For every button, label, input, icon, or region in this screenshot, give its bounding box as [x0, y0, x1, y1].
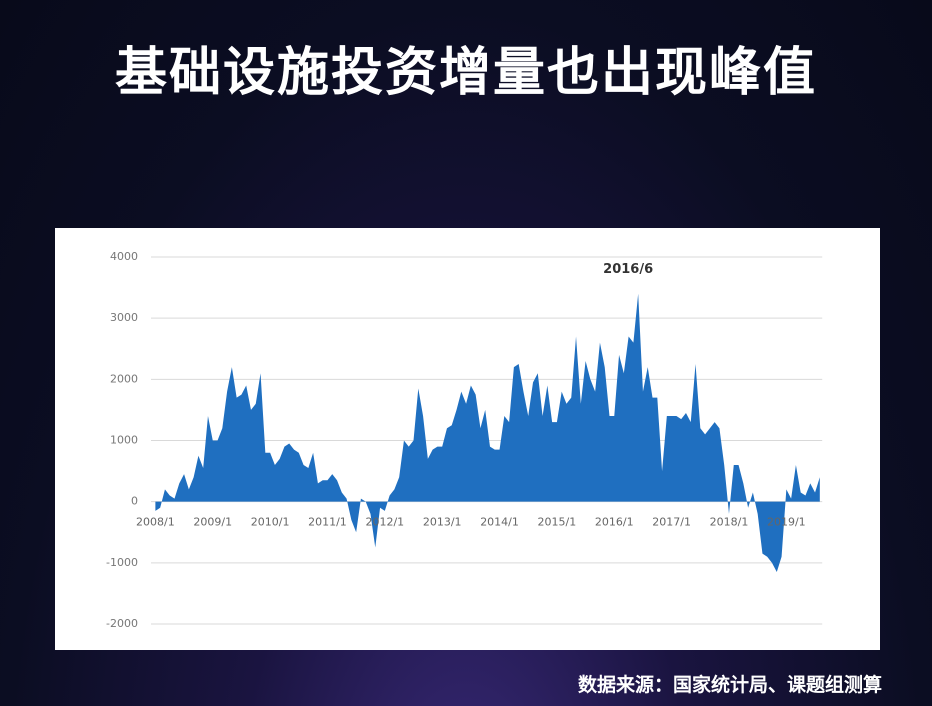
x-tick-label: 2012/1: [365, 516, 404, 529]
x-tick-label: 2010/1: [251, 516, 290, 529]
y-tick-label: -1000: [106, 556, 138, 569]
x-tick-label: 2013/1: [423, 516, 462, 529]
y-tick-label: 0: [131, 495, 138, 508]
x-tick-label: 2014/1: [480, 516, 519, 529]
x-tick-label: 2017/1: [652, 516, 691, 529]
x-tick-label: 2015/1: [538, 516, 577, 529]
area: [155, 293, 820, 573]
y-tick-label: 3000: [110, 311, 138, 324]
chart: -2000 -1000 0 1000 2000 3000 4000 2008/1 2009/1 2…: [55, 228, 880, 650]
y-tick-label: 2000: [110, 372, 138, 385]
x-tick-label: 2011/1: [308, 516, 347, 529]
x-tick-label: 2009/1: [193, 516, 232, 529]
x-tick-label: 2016/1: [595, 516, 634, 529]
y-tick-label: -2000: [106, 617, 138, 630]
source-note: 数据来源：国家统计局、课题组测算: [577, 674, 882, 696]
x-tick-label: 2018/1: [710, 516, 749, 529]
y-tick-label: 1000: [110, 434, 138, 447]
x-tick-label: 2008/1: [136, 516, 175, 529]
slide-title: 基础设施投资增量也出现峰值: [114, 43, 817, 103]
annotation: 2016/6: [603, 262, 653, 277]
y-tick-label: 4000: [110, 250, 138, 263]
x-tick-label: 2019/1: [767, 516, 806, 529]
